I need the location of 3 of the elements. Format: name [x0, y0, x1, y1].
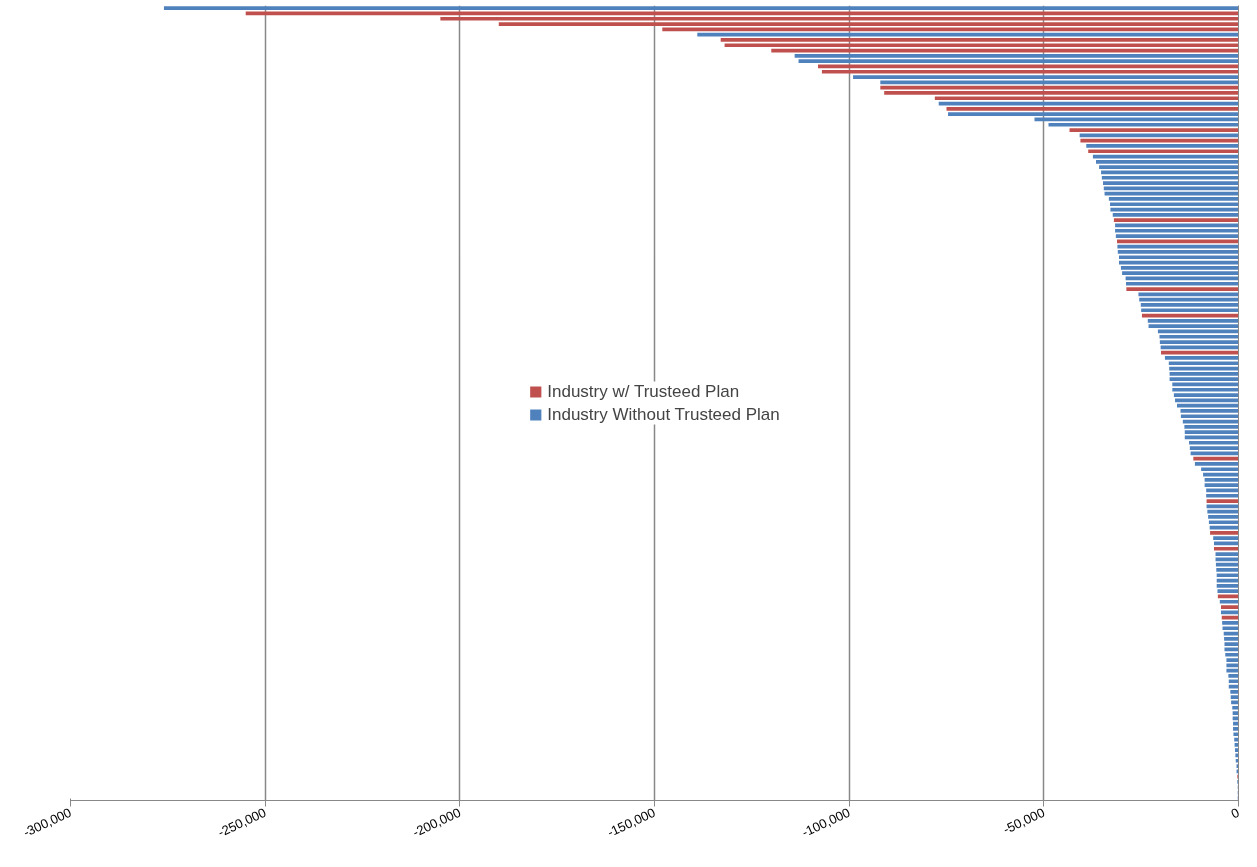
x-tick-label: 0	[1228, 804, 1242, 822]
legend-label: Industry Without Trusteed Plan	[547, 404, 780, 424]
legend-label: Industry w/ Trusteed Plan	[547, 381, 741, 401]
